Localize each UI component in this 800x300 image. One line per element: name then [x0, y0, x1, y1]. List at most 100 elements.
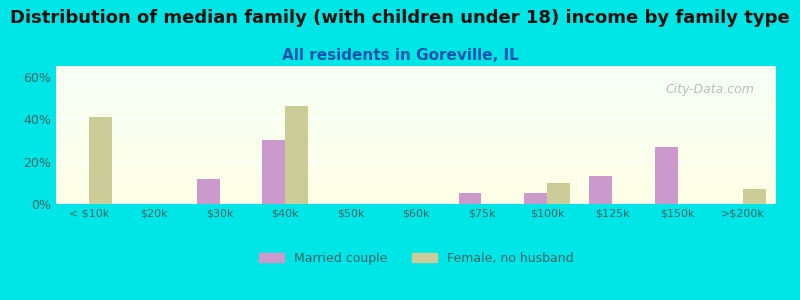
Bar: [56, 197, 776, 199]
Bar: [655, 147, 678, 204]
Bar: [56, 98, 776, 99]
Bar: [89, 117, 112, 204]
Bar: [56, 135, 776, 136]
Bar: [743, 189, 766, 204]
Bar: [590, 176, 612, 204]
Bar: [56, 84, 776, 85]
Bar: [56, 74, 776, 76]
Bar: [56, 201, 776, 202]
Bar: [56, 172, 776, 174]
Bar: [56, 153, 776, 154]
Bar: [56, 87, 776, 88]
Bar: [56, 183, 776, 185]
Bar: [524, 194, 547, 204]
Bar: [56, 178, 776, 179]
Bar: [56, 130, 776, 131]
Bar: [56, 131, 776, 132]
Bar: [56, 121, 776, 123]
Bar: [56, 82, 776, 84]
Bar: [56, 114, 776, 116]
Bar: [56, 186, 776, 188]
Bar: [56, 140, 776, 142]
Bar: [56, 100, 776, 102]
Bar: [56, 200, 776, 201]
Bar: [56, 147, 776, 149]
Bar: [56, 107, 776, 109]
Bar: [56, 138, 776, 139]
Bar: [56, 146, 776, 147]
Bar: [56, 158, 776, 160]
Bar: [56, 160, 776, 161]
Bar: [197, 178, 220, 204]
Bar: [56, 194, 776, 196]
Bar: [56, 96, 776, 98]
Bar: [56, 128, 776, 130]
Bar: [56, 189, 776, 190]
Text: City-Data.com: City-Data.com: [666, 82, 754, 96]
Bar: [56, 73, 776, 74]
Bar: [56, 196, 776, 197]
Bar: [56, 202, 776, 204]
Bar: [56, 105, 776, 106]
Bar: [56, 125, 776, 127]
Bar: [56, 169, 776, 171]
Bar: [56, 77, 776, 78]
Bar: [56, 167, 776, 168]
Bar: [56, 163, 776, 164]
Bar: [56, 142, 776, 143]
Bar: [56, 136, 776, 138]
Bar: [56, 192, 776, 193]
Bar: [56, 123, 776, 124]
Bar: [56, 112, 776, 113]
Bar: [56, 139, 776, 140]
Bar: [56, 71, 776, 73]
Bar: [56, 120, 776, 121]
Bar: [56, 109, 776, 110]
Bar: [56, 117, 776, 118]
Bar: [56, 185, 776, 186]
Bar: [56, 80, 776, 81]
Bar: [56, 127, 776, 128]
Bar: [56, 85, 776, 87]
Bar: [56, 89, 776, 91]
Bar: [56, 182, 776, 183]
Bar: [56, 157, 776, 158]
Bar: [56, 68, 776, 69]
Bar: [56, 69, 776, 70]
Bar: [56, 190, 776, 192]
Bar: [56, 116, 776, 117]
Bar: [56, 118, 776, 120]
Bar: [56, 99, 776, 100]
Bar: [56, 94, 776, 95]
Bar: [56, 171, 776, 172]
Bar: [56, 81, 776, 83]
Bar: [56, 176, 776, 178]
Bar: [56, 106, 776, 107]
Bar: [56, 179, 776, 181]
Bar: [458, 194, 482, 204]
Bar: [56, 88, 776, 89]
Legend: Married couple, Female, no husband: Married couple, Female, no husband: [254, 247, 578, 269]
Bar: [56, 199, 776, 200]
Bar: [56, 149, 776, 150]
Bar: [56, 154, 776, 156]
Bar: [547, 183, 570, 204]
Bar: [56, 164, 776, 165]
Bar: [56, 143, 776, 145]
Bar: [56, 91, 776, 92]
Bar: [56, 110, 776, 112]
Bar: [285, 106, 308, 204]
Bar: [56, 132, 776, 134]
Bar: [56, 156, 776, 157]
Bar: [56, 95, 776, 96]
Bar: [56, 175, 776, 176]
Bar: [56, 92, 776, 94]
Bar: [56, 145, 776, 146]
Bar: [56, 78, 776, 80]
Bar: [56, 165, 776, 167]
Bar: [56, 76, 776, 77]
Bar: [56, 124, 776, 125]
Bar: [56, 161, 776, 163]
Bar: [262, 140, 285, 204]
Bar: [56, 70, 776, 71]
